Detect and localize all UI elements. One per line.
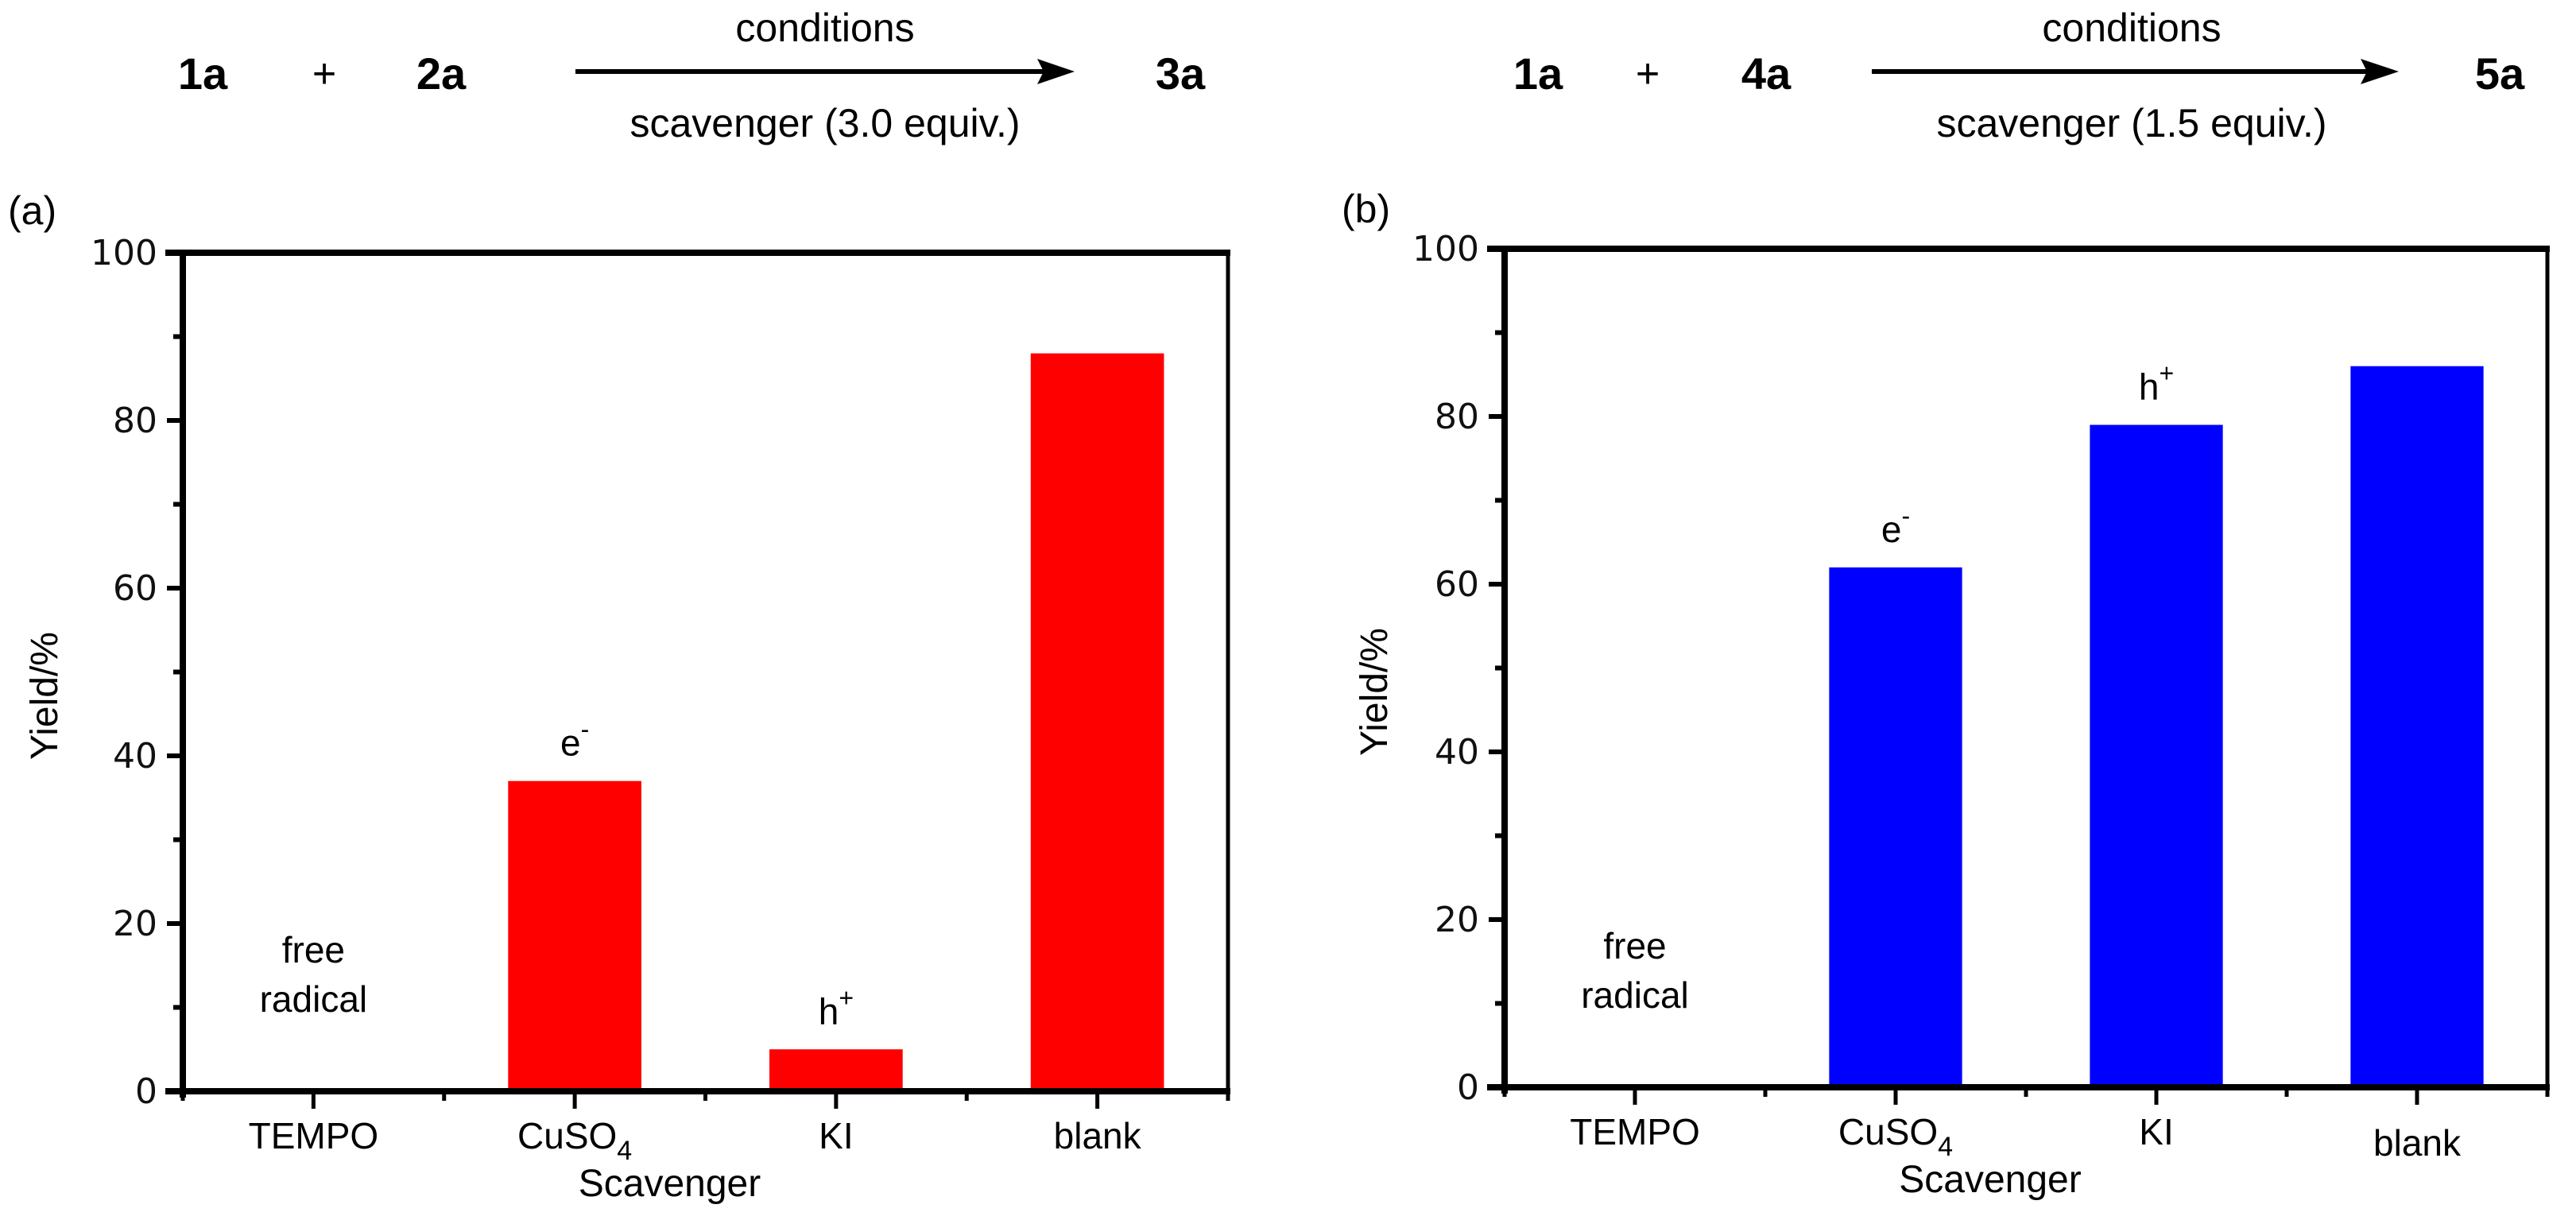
y-tick-label: 60 [1435, 564, 1479, 605]
x-axis-label: Scavenger [579, 1163, 761, 1205]
arrow-label-above: conditions [2042, 6, 2221, 50]
annotation-carrier: e- [1881, 502, 1910, 550]
arrow-label-below: scavenger (1.5 equiv.) [1937, 101, 2327, 145]
x-tick-label: TEMPO [1570, 1111, 1700, 1152]
y-axis-label: Yield/% [1354, 628, 1396, 756]
x-tick-label-main: KI [819, 1115, 853, 1156]
x-tick-label-main: TEMPO [249, 1115, 379, 1156]
y-tick-label: 80 [1435, 397, 1479, 437]
x-tick-label: KI [2139, 1111, 2173, 1152]
bar-ki [2090, 424, 2223, 1087]
x-tick-label: blank [2373, 1122, 2462, 1164]
annotation-symbol: e [560, 722, 581, 764]
x-tick-label: CuSO4 [517, 1115, 632, 1166]
arrow-label-above: conditions [735, 6, 914, 50]
arrowhead-icon [2361, 59, 2399, 84]
reaction-scheme-b: 1a + 4a conditions scavenger (1.5 equiv.… [1513, 6, 2525, 145]
annotation-symbol: e [1881, 509, 1902, 550]
panel-label: (b) [1342, 187, 1390, 231]
y-tick-label: 20 [113, 904, 157, 944]
bar-ki [769, 1049, 903, 1091]
panel-label: (a) [8, 188, 56, 233]
product-3a: 3a [1156, 48, 1206, 99]
x-tick-label-main: CuSO [517, 1115, 617, 1156]
y-tick-label: 0 [1457, 1067, 1479, 1108]
annotation-symbol: h [819, 990, 839, 1032]
x-tick-label: KI [819, 1115, 853, 1156]
x-tick-label-main: KI [2139, 1111, 2173, 1152]
x-tick-label-main: blank [1054, 1115, 1142, 1156]
annotation-carrier: e- [560, 715, 589, 764]
y-tick-label: 40 [113, 736, 157, 777]
bar-blank [1030, 353, 1164, 1092]
annotation-free-radical: radical [1581, 974, 1689, 1016]
x-axis-label: Scavenger [1899, 1159, 2081, 1201]
y-tick-label: 100 [1412, 229, 1479, 269]
y-tick-label: 100 [91, 233, 157, 273]
annotation-symbol: h [2139, 366, 2160, 408]
x-tick-label: TEMPO [249, 1115, 379, 1156]
annotation-carrier: h+ [819, 983, 854, 1032]
annotation-free-radical: free [282, 929, 345, 970]
x-tick-label: CuSO4 [1838, 1111, 1953, 1162]
arrow-label-below: scavenger (3.0 equiv.) [630, 101, 1021, 145]
annotation-superscript: - [1901, 502, 1910, 530]
x-tick-label-subscript: 4 [617, 1136, 632, 1166]
annotation-free-radical: radical [260, 978, 368, 1020]
reactant-4a: 4a [1741, 48, 1792, 99]
product-5a: 5a [2475, 48, 2525, 99]
plus-sign: + [312, 51, 336, 97]
y-tick-label: 60 [113, 568, 157, 609]
y-axis-label: Yield/% [24, 632, 66, 760]
reactant-2a: 2a [416, 48, 467, 99]
annotation-carrier: h+ [2139, 359, 2174, 408]
x-tick-label-main: blank [2373, 1122, 2462, 1164]
x-tick-label-subscript: 4 [1938, 1132, 1953, 1162]
x-tick-label: blank [1054, 1115, 1142, 1156]
bar-blank [2350, 366, 2484, 1087]
annotation-free-radical: free [1603, 925, 1666, 966]
bar-cuso4 [508, 780, 641, 1091]
y-tick-label: 40 [1435, 732, 1479, 773]
x-tick-label-main: TEMPO [1570, 1111, 1700, 1152]
plus-sign: + [1636, 51, 1660, 97]
y-tick-label: 0 [135, 1071, 157, 1112]
x-tick-label-main: CuSO [1838, 1111, 1938, 1152]
y-tick-label: 20 [1435, 900, 1479, 940]
reactant-1a: 1a [178, 48, 228, 99]
reactant-1a: 1a [1513, 48, 1563, 99]
reaction-scheme-a: 1a + 2a conditions scavenger (3.0 equiv.… [178, 6, 1206, 145]
chart-b: (b) 0 20 40 60 80 100 TEMPO CuSO4 KI blank free radi… [1342, 187, 2550, 1201]
arrowhead-icon [1037, 59, 1075, 84]
annotation-superscript: - [581, 715, 590, 744]
bar-cuso4 [1829, 567, 1962, 1087]
annotation-superscript: + [839, 983, 854, 1012]
annotation-superscript: + [2159, 359, 2174, 388]
chart-a: (a) 0 20 40 60 80 100 TEMPO CuSO4 KI blank free radi… [8, 188, 1230, 1205]
y-tick-label: 80 [113, 401, 157, 441]
